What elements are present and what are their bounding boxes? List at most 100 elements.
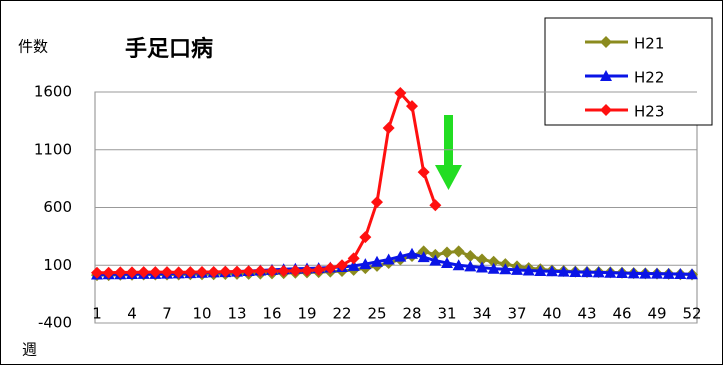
marker xyxy=(161,266,173,279)
marker xyxy=(546,265,558,277)
x-tick-label: 7 xyxy=(162,305,172,323)
marker xyxy=(394,87,407,100)
marker xyxy=(207,265,220,278)
y-tick-label: 1100 xyxy=(34,140,72,158)
marker xyxy=(137,266,150,279)
marker xyxy=(312,263,325,276)
marker xyxy=(452,259,465,271)
marker xyxy=(487,262,500,274)
marker xyxy=(126,266,138,279)
marker xyxy=(91,266,103,279)
y-axis-label: 件数 xyxy=(18,38,48,56)
y-tick-label: 100 xyxy=(43,256,72,274)
marker xyxy=(441,256,453,268)
marker xyxy=(417,166,430,179)
marker xyxy=(569,265,582,277)
marker xyxy=(184,266,197,279)
marker xyxy=(231,265,243,278)
marker xyxy=(172,266,185,279)
marker xyxy=(476,253,488,266)
x-tick-label: 16 xyxy=(262,305,281,323)
marker xyxy=(371,196,383,209)
marker xyxy=(600,104,612,116)
marker xyxy=(429,199,442,212)
marker xyxy=(464,260,477,272)
marker xyxy=(616,266,628,278)
x-tick-label: 46 xyxy=(612,305,631,323)
x-tick-label: 25 xyxy=(367,305,386,323)
marker xyxy=(196,265,208,278)
marker xyxy=(581,266,593,278)
marker xyxy=(359,231,372,244)
marker xyxy=(487,255,500,268)
marker xyxy=(429,254,442,266)
x-tick-label: 4 xyxy=(127,305,137,323)
marker xyxy=(651,267,663,279)
x-tick-label: 40 xyxy=(542,305,561,323)
x-tick-label: 10 xyxy=(192,305,211,323)
marker xyxy=(511,263,523,275)
marker xyxy=(336,259,348,272)
x-tick-label: 43 xyxy=(577,305,596,323)
marker xyxy=(476,261,488,273)
y-tick-label: -400 xyxy=(38,314,72,332)
marker xyxy=(592,266,605,278)
marker xyxy=(499,263,512,275)
marker xyxy=(114,266,127,279)
x-axis-label: 週 xyxy=(22,341,37,359)
marker xyxy=(600,36,612,48)
marker xyxy=(417,251,430,263)
legend-label: H23 xyxy=(634,103,664,121)
x-tick-label: 52 xyxy=(682,305,701,323)
marker xyxy=(347,252,360,265)
x-tick-label: 37 xyxy=(507,305,526,323)
marker xyxy=(406,247,418,259)
marker xyxy=(686,268,698,280)
marker xyxy=(557,265,570,277)
marker xyxy=(289,264,302,277)
marker xyxy=(674,268,687,280)
legend-box xyxy=(544,17,713,126)
marker xyxy=(406,100,418,113)
marker xyxy=(452,245,465,258)
x-tick-label: 19 xyxy=(297,305,316,323)
chart-title: 手足口病 xyxy=(125,36,213,62)
marker xyxy=(600,70,612,81)
marker xyxy=(266,265,278,278)
x-tick-label: 28 xyxy=(402,305,421,323)
marker xyxy=(254,265,267,278)
legend-label: H21 xyxy=(634,35,664,53)
marker xyxy=(441,246,453,259)
marker xyxy=(382,122,395,135)
marker xyxy=(359,258,372,270)
marker xyxy=(382,253,395,265)
marker xyxy=(371,255,383,267)
marker xyxy=(394,250,407,262)
marker xyxy=(277,265,290,278)
marker xyxy=(219,265,232,278)
marker xyxy=(604,266,617,278)
marker xyxy=(242,265,255,278)
marker xyxy=(301,264,313,277)
marker xyxy=(639,267,652,279)
marker xyxy=(102,266,115,279)
marker xyxy=(347,259,360,271)
x-tick-label: 13 xyxy=(227,305,246,323)
marker xyxy=(149,266,162,279)
marker xyxy=(662,267,675,279)
y-tick-label: 600 xyxy=(43,198,72,216)
marker xyxy=(627,267,640,279)
y-tick-label: 1600 xyxy=(34,83,72,101)
arrow xyxy=(435,115,462,190)
legend-label: H22 xyxy=(634,69,664,87)
x-tick-label: 22 xyxy=(332,305,351,323)
marker xyxy=(534,265,547,277)
marker xyxy=(522,264,535,276)
x-tick-label: 1 xyxy=(92,305,102,323)
x-tick-label: 34 xyxy=(472,305,491,323)
x-tick-label: 31 xyxy=(437,305,456,323)
x-tick-label: 49 xyxy=(647,305,666,323)
marker xyxy=(324,262,337,275)
marker xyxy=(464,250,477,263)
